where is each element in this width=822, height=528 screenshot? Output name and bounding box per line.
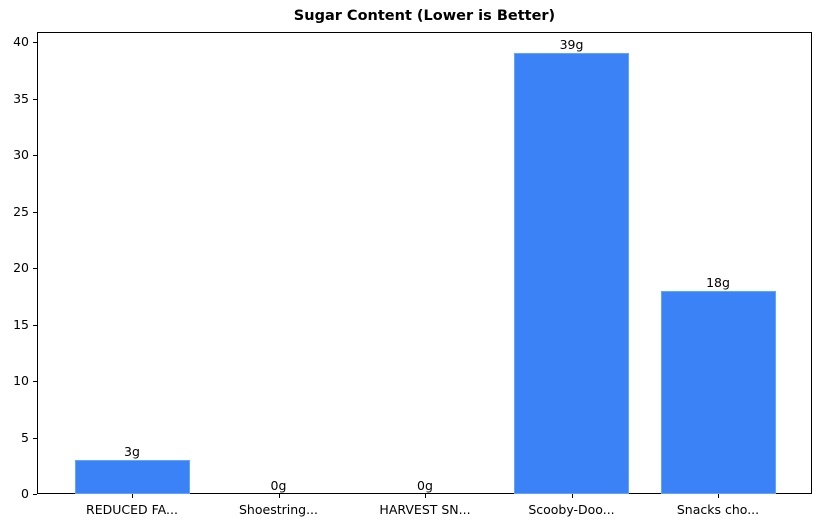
bar-value-label: 39g xyxy=(559,37,584,53)
y-tick-label: 30 xyxy=(13,147,29,162)
y-tick-label: 15 xyxy=(13,316,29,332)
y-tick-label: 20 xyxy=(13,260,29,275)
y-tick-mark xyxy=(33,98,37,100)
plot-area xyxy=(37,32,812,494)
bar xyxy=(660,290,776,494)
y-tick-label: 0 xyxy=(21,486,29,501)
x-tick-label: REDUCED FA... xyxy=(86,502,178,517)
x-tick-mark xyxy=(278,494,280,498)
bar xyxy=(74,460,190,494)
bar-value-label: 0g xyxy=(417,478,433,493)
x-tick-label: Snacks cho... xyxy=(676,502,760,517)
bar-value-label: 0g xyxy=(270,478,287,493)
x-tick-mark xyxy=(571,494,573,498)
x-tick-label: HARVEST SN... xyxy=(379,502,471,517)
x-tick-label: Scooby-Doo... xyxy=(528,502,615,517)
y-tick-mark xyxy=(33,324,37,326)
y-tick-label: 10 xyxy=(13,373,29,388)
y-tick-label: 25 xyxy=(13,203,29,219)
x-tick-label: Shoestring... xyxy=(239,502,318,517)
y-tick-mark xyxy=(33,268,37,269)
x-tick-mark xyxy=(425,494,426,498)
y-tick-label: 5 xyxy=(21,429,29,445)
y-tick-mark xyxy=(33,155,37,156)
x-tick-mark xyxy=(718,494,719,498)
y-tick-mark xyxy=(33,381,37,382)
y-tick-label: 40 xyxy=(13,34,29,49)
y-tick-mark xyxy=(33,494,37,495)
x-tick-mark xyxy=(132,494,133,498)
y-tick-mark xyxy=(33,211,37,213)
y-tick-mark xyxy=(33,42,37,43)
y-tick-mark xyxy=(33,437,37,439)
bar-value-label: 3g xyxy=(124,444,140,460)
y-tick-label: 35 xyxy=(13,90,29,106)
bar xyxy=(514,53,629,494)
bar-value-label: 18g xyxy=(706,274,730,290)
chart-title: Sugar Content (Lower is Better) xyxy=(293,8,556,24)
